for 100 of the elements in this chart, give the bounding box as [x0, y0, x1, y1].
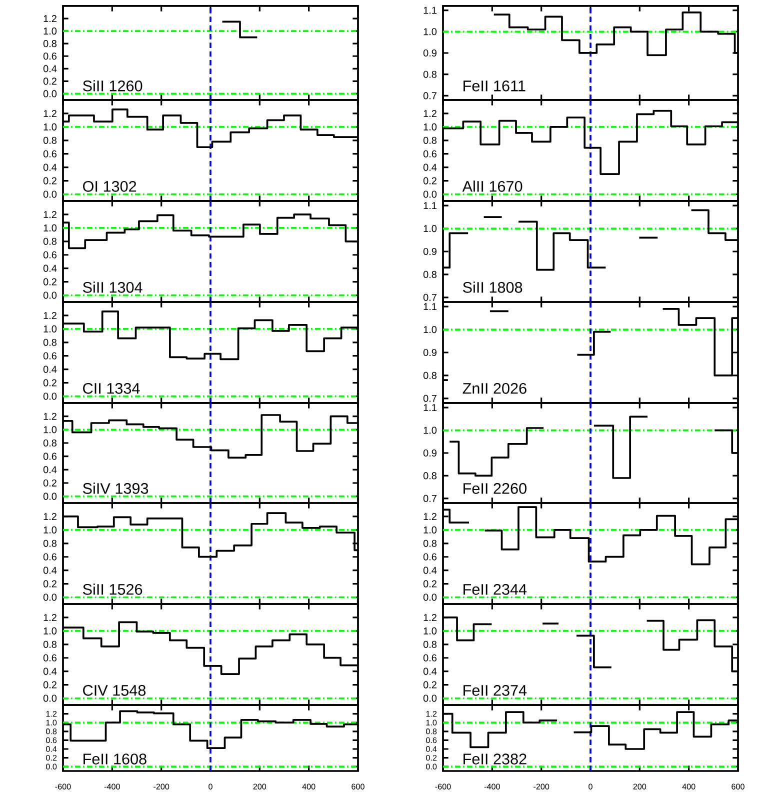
x-tick-label: -400	[104, 784, 120, 790]
y-tick-label: 0.4	[426, 746, 437, 752]
y-tick-label: 0.7	[423, 394, 436, 402]
annotation: SiII 1260	[82, 80, 142, 92]
y-tick-label: 1.2	[46, 710, 57, 717]
y-tick-label: 0.8	[423, 540, 437, 547]
y-tick-label: 1.0	[424, 123, 437, 130]
x-tick-label: 200	[633, 784, 646, 790]
y-tick-label: 0.2	[43, 681, 56, 688]
y-tick-label: 1.0	[424, 627, 437, 634]
y-tick-label: 1.0	[44, 123, 57, 130]
x-tick-label: 400	[302, 784, 316, 790]
y-tick-label: 0.6	[43, 654, 57, 662]
y-tick-label: 1.0	[424, 28, 437, 36]
x-tick-label: -600	[435, 784, 451, 790]
y-tick-label: 0.6	[423, 654, 437, 662]
y-tick-label: 1.0	[44, 325, 57, 332]
y-tick-label: 0.0	[46, 764, 57, 770]
y-tick-label: 1.1	[424, 303, 436, 310]
y-tick-label: 0.8	[43, 40, 57, 48]
y-tick-label: 0.4	[43, 668, 57, 675]
annotation: FeII 2382	[464, 754, 526, 764]
annotation: FeII 2344	[464, 584, 527, 595]
y-tick-label: 0.0	[43, 292, 57, 299]
y-tick-label: 0.8	[43, 540, 57, 547]
y-tick-label: 1.2	[424, 614, 436, 621]
y-tick-label: 1.0	[44, 28, 57, 35]
y-tick-label: 0.6	[43, 352, 57, 360]
annotation: FeII 2260	[464, 483, 526, 494]
x-tick-label: 0	[588, 784, 592, 790]
y-tick-label: 0.8	[423, 136, 437, 144]
y-tick-label: 1.2	[424, 110, 436, 117]
annotation: FeII 1611	[464, 80, 526, 92]
y-tick-label: 0.4	[43, 566, 57, 574]
y-tick-label: 0.0	[423, 694, 437, 702]
y-tick-label: 1.2	[426, 710, 437, 717]
x-tick-label: 600	[732, 784, 744, 790]
y-tick-label: 0.7	[423, 494, 436, 502]
y-tick-label: 0.9	[423, 49, 436, 57]
y-tick-label: 1.0	[424, 225, 437, 232]
y-tick-label: 0.0	[43, 694, 57, 702]
y-tick-label: 1.0	[424, 326, 437, 334]
y-tick-label: 1.0	[424, 526, 437, 534]
y-tick-label: 0.4	[423, 668, 437, 675]
y-tick-label: 0.2	[46, 754, 57, 761]
y-tick-label: 0.4	[43, 264, 57, 272]
annotation: SiIV 1393	[82, 482, 148, 494]
y-tick-label: 1.2	[44, 512, 56, 520]
x-tick-label: 0	[208, 784, 212, 790]
y-tick-label: 0.2	[43, 177, 56, 184]
y-tick-label: 0.8	[423, 472, 437, 480]
x-tick-label: -200	[534, 784, 550, 790]
y-tick-label: 0.6	[426, 737, 437, 744]
annotation: FeII 2374	[464, 684, 527, 696]
y-tick-label: 0.8	[43, 338, 57, 346]
y-tick-label: 0.4	[423, 566, 437, 574]
y-tick-label: 0.4	[423, 164, 437, 171]
y-tick-label: 0.0	[423, 594, 437, 601]
y-tick-label: 1.0	[46, 720, 57, 726]
y-tick-label: 0.8	[423, 640, 437, 648]
y-tick-label: 0.4	[43, 164, 57, 171]
y-tick-label: 0.2	[43, 580, 56, 588]
y-tick-label: 0.0	[43, 492, 57, 500]
y-tick-label: 0.2	[423, 177, 436, 184]
y-tick-label: 0.2	[423, 681, 436, 688]
y-tick-label: 1.0	[44, 627, 57, 634]
y-tick-label: 1.0	[424, 426, 437, 434]
y-tick-label: 0.8	[43, 640, 57, 648]
y-tick-label: 0.6	[423, 553, 437, 560]
y-tick-label: 0.4	[43, 65, 57, 72]
y-tick-label: 1.2	[44, 412, 56, 420]
y-tick-label: 0.4	[43, 366, 57, 373]
y-tick-label: 0.8	[426, 728, 437, 734]
y-tick-label: 1.0	[44, 426, 57, 434]
y-tick-label: 0.6	[46, 737, 57, 744]
y-tick-label: 1.1	[424, 404, 436, 411]
annotation: CII 1334	[83, 382, 140, 394]
x-tick-label: -600	[55, 784, 71, 790]
y-tick-label: 1.2	[44, 312, 56, 319]
x-tick-label: 200	[253, 784, 266, 790]
y-tick-label: 1.1	[424, 6, 436, 14]
y-tick-label: 0.8	[43, 136, 57, 144]
y-tick-label: 0.0	[43, 392, 57, 400]
y-tick-label: 0.9	[423, 248, 436, 256]
y-tick-label: 0.2	[43, 278, 56, 286]
annotation: CIV 1548	[83, 684, 146, 696]
y-tick-label: 0.6	[43, 452, 57, 460]
y-tick-label: 0.6	[43, 52, 57, 60]
y-tick-label: 0.2	[426, 754, 437, 761]
annotation: ZnII 2026	[462, 382, 526, 394]
y-tick-label: 0.8	[423, 70, 437, 78]
y-tick-label: 0.8	[423, 270, 437, 278]
y-tick-label: 1.0	[44, 526, 57, 534]
y-tick-label: 0.2	[43, 78, 56, 85]
y-tick-label: 1.2	[424, 512, 436, 520]
y-tick-label: 0.0	[43, 594, 57, 601]
y-tick-label: 1.2	[44, 614, 56, 621]
y-tick-label: 0.8	[43, 238, 57, 245]
y-tick-label: 0.8	[43, 439, 57, 447]
y-tick-label: 0.2	[43, 479, 56, 487]
